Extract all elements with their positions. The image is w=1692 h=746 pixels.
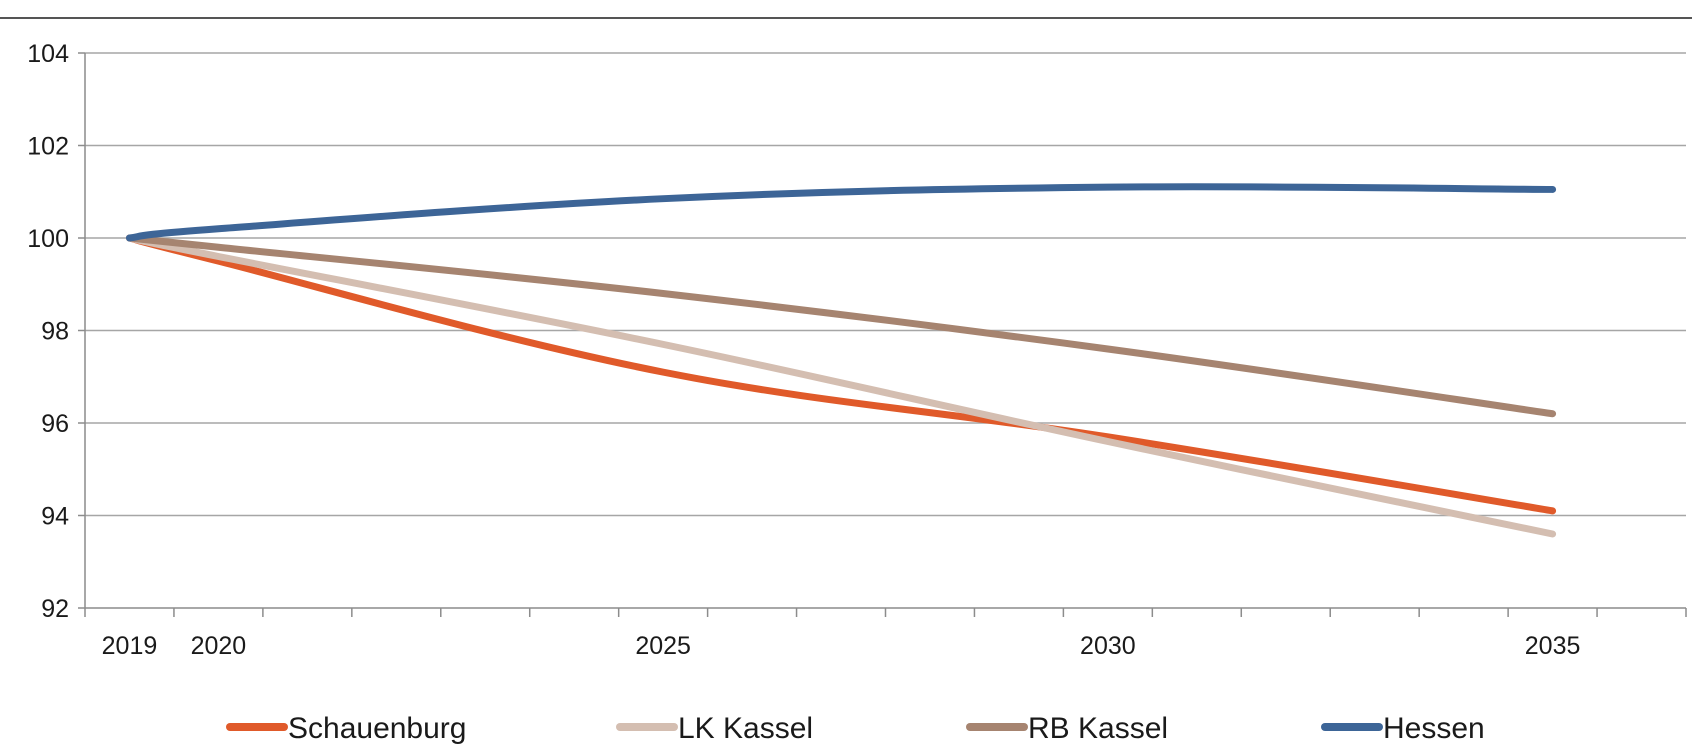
y-tick-label: 98 [41, 318, 69, 346]
series-line-lk-kassel [125, 234, 1557, 538]
x-tick-label: 2019 [102, 632, 158, 660]
gridlines [85, 52, 1686, 517]
x-axis-tick-labels: 2019 2020 2025 2030 2035 [102, 632, 1581, 660]
x-tick-label: 2035 [1525, 632, 1581, 660]
legend-label: RB Kassel [1028, 712, 1168, 745]
y-tick-label: 100 [27, 225, 69, 253]
series-line-rb-kassel [125, 234, 1557, 418]
x-tick-label: 2025 [635, 632, 691, 660]
y-tick-label: 94 [41, 503, 69, 531]
series-line-schauenburg [125, 234, 1557, 515]
y-tick-label: 102 [27, 133, 69, 161]
x-tick-label: 2020 [191, 632, 247, 660]
x-tick-label: 2030 [1080, 632, 1136, 660]
axes [78, 52, 1687, 617]
y-tick-label: 96 [41, 410, 69, 438]
legend: Schauenburg LK Kassel RB Kassel Hessen [226, 712, 1485, 745]
y-axis-tick-labels: 92 94 96 98 100 102 104 [27, 40, 69, 623]
series-line-hessen [125, 183, 1557, 242]
y-tick-label: 92 [41, 595, 69, 623]
y-tick-label: 104 [27, 40, 69, 68]
series-lines [125, 183, 1557, 538]
legend-label: Hessen [1383, 712, 1485, 745]
legend-label: Schauenburg [288, 712, 466, 745]
legend-label: LK Kassel [678, 712, 813, 745]
